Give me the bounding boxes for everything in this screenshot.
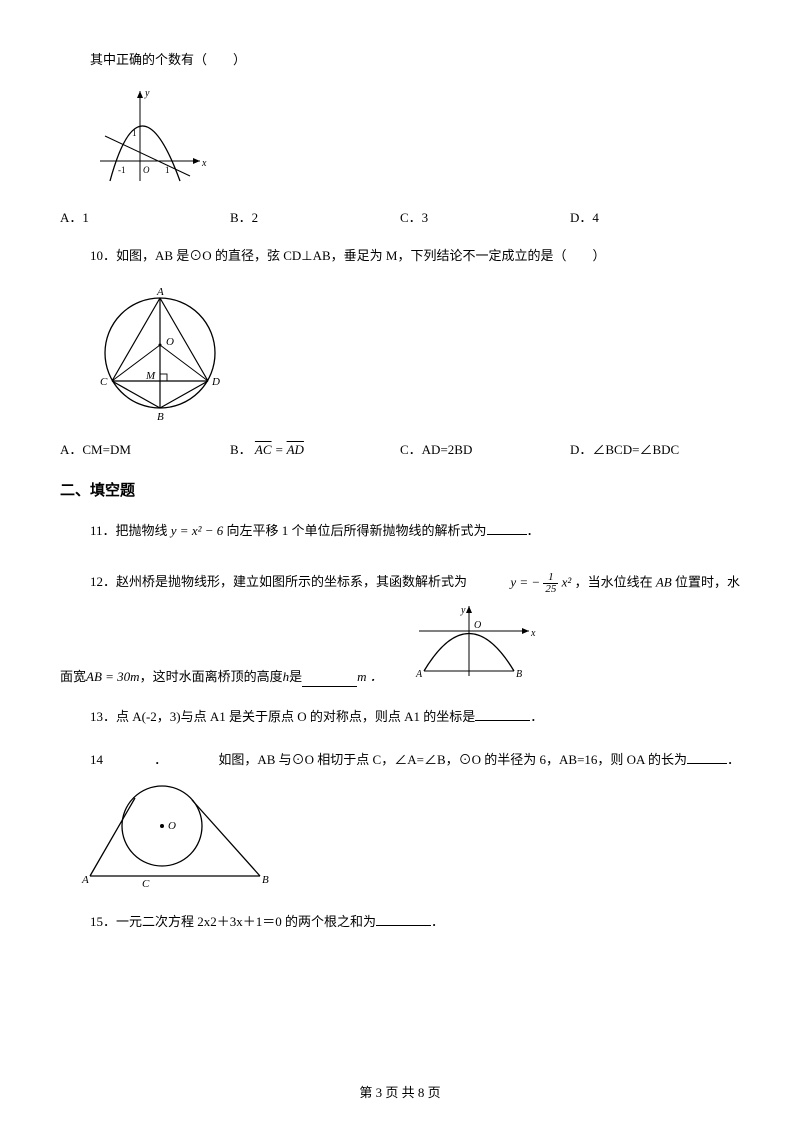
q14: 14 ． 如图，AB 与⊙O 相切于点 C，∠A=∠B，⊙O 的半径为 6，AB…	[60, 750, 740, 771]
q10-figure: A B C D O M	[90, 283, 740, 430]
q11-prefix: 11．把抛物线	[90, 523, 171, 538]
q12-figure: A B O x y	[389, 601, 539, 688]
q10-optb-arc-l: AC	[255, 442, 272, 457]
q12-l2-mid: ，这时水面离桥顶的高度	[140, 667, 283, 688]
svg-text:O: O	[166, 336, 174, 348]
svg-text:A: A	[156, 286, 164, 298]
q12-line1: 12．赵州桥是抛物线形，建立如图所示的坐标系，其函数解析式为 y = − 125…	[60, 572, 740, 595]
q10-optb-arc-r: AD	[287, 442, 304, 457]
svg-text:x: x	[201, 158, 207, 169]
q10-opt-b: B． AC = AD	[230, 440, 400, 461]
q9-opt-d: D．4	[570, 208, 740, 229]
svg-text:C: C	[142, 878, 150, 890]
q11-formula: y = x² − 6	[171, 523, 223, 538]
svg-text:y: y	[460, 605, 466, 616]
q12-l1-suffix: 位置时，水	[672, 574, 740, 589]
svg-text:A: A	[81, 874, 89, 886]
q12-l2-prefix: 面宽	[60, 667, 86, 688]
q10-opt-d: D．∠BCD=∠BDC	[570, 440, 740, 461]
q10-opt-c: C．AD=2BD	[400, 440, 570, 461]
q11-period: ．	[527, 523, 540, 538]
svg-text:-1: -1	[118, 165, 126, 175]
q9-opt-c: C．3	[400, 208, 570, 229]
q12-formula: y = − 125 x²	[510, 572, 571, 595]
svg-text:B: B	[516, 669, 522, 680]
svg-text:O: O	[143, 165, 150, 175]
q9-opt-b: B．2	[230, 208, 400, 229]
q10-optb-prefix: B．	[230, 442, 252, 457]
svg-text:x: x	[530, 628, 536, 639]
q15-blank	[376, 912, 431, 926]
svg-text:M: M	[145, 370, 156, 382]
q13-text: 13．点 A(-2，3)与点 A1 是关于原点 O 的对称点，则点 A1 的坐标…	[90, 709, 475, 724]
q14-num: 14	[90, 750, 103, 771]
q12-ab30: AB = 30m	[86, 667, 140, 688]
q13-period: ．	[530, 709, 543, 724]
svg-text:O: O	[474, 620, 481, 631]
q13: 13．点 A(-2，3)与点 A1 是关于原点 O 的对称点，则点 A1 的坐标…	[60, 707, 740, 728]
q12-ab: AB	[656, 574, 672, 589]
svg-text:y: y	[144, 88, 150, 99]
q11-suffix: 向左平移 1 个单位后所得新抛物线的解析式为	[223, 523, 486, 538]
svg-text:1: 1	[132, 128, 137, 138]
q10-optb-eq: =	[272, 442, 287, 457]
q15: 15．一元二次方程 2x2＋3x＋1＝0 的两个根之和为 ．	[60, 912, 740, 933]
q11: 11．把抛物线 y = x² − 6 向左平移 1 个单位后所得新抛物线的解析式…	[60, 521, 740, 542]
q10-options: A．CM=DM B． AC = AD C．AD=2BD D．∠BCD=∠BDC	[60, 440, 740, 461]
q12-l2-after: 是	[289, 667, 302, 688]
q14-blank	[687, 750, 727, 764]
q12-mid: ，当水位线在	[575, 574, 656, 589]
svg-text:D: D	[211, 376, 220, 388]
q9-figure: x y -1 1 1 O	[90, 81, 740, 198]
svg-text:C: C	[100, 376, 108, 388]
q9-stem: 其中正确的个数有（ ）	[60, 50, 740, 71]
q13-blank	[475, 707, 530, 721]
svg-text:A: A	[415, 669, 423, 680]
q14-text: 如图，AB 与⊙O 相切于点 C，∠A=∠B，⊙O 的半径为 6，AB=16，则…	[218, 752, 687, 767]
section-2-title: 二、填空题	[60, 479, 740, 503]
q10-stem: 10．如图，AB 是⊙O 的直径，弦 CD⊥AB，垂足为 M，下列结论不一定成立…	[60, 246, 740, 267]
svg-text:1: 1	[165, 165, 170, 175]
q15-text: 15．一元二次方程 2x2＋3x＋1＝0 的两个根之和为	[90, 914, 376, 929]
q12-unit: m ．	[357, 667, 383, 688]
svg-text:O: O	[168, 820, 176, 832]
svg-text:B: B	[157, 411, 164, 423]
q9-options: A．1 B．2 C．3 D．4	[60, 208, 740, 229]
q12-blank	[302, 673, 357, 687]
q12-line2: 面宽 AB = 30m ，这时水面离桥顶的高度 h 是 m ． A B O x …	[60, 601, 740, 688]
q14-dot: ．	[154, 750, 167, 771]
q14-period: ．	[727, 752, 740, 767]
q9-opt-a: A．1	[60, 208, 230, 229]
q12-l1-prefix: 12．赵州桥是抛物线形，建立如图所示的坐标系，其函数解析式为	[90, 572, 467, 595]
q11-blank	[487, 521, 527, 535]
q15-period: ．	[431, 914, 444, 929]
svg-text:B: B	[262, 874, 269, 886]
q14-figure: A B C O	[80, 781, 740, 898]
page-footer: 第 3 页 共 8 页	[0, 1083, 800, 1104]
q10-opt-a: A．CM=DM	[60, 440, 230, 461]
